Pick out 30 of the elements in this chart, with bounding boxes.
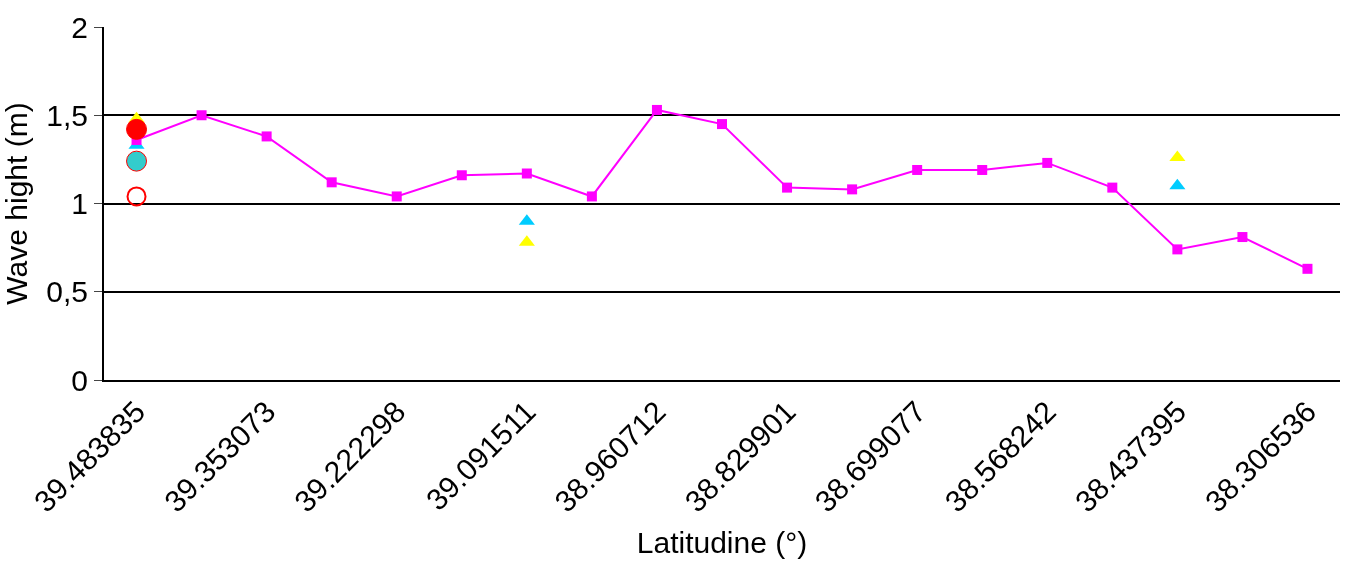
point <box>717 119 727 130</box>
point <box>261 131 272 142</box>
point <box>912 164 923 175</box>
point <box>1169 150 1186 162</box>
point <box>586 191 597 202</box>
point <box>651 104 662 115</box>
point <box>126 118 148 140</box>
y-axis-title: Wave hight (m) <box>0 102 33 305</box>
y-tick-label: 2 <box>71 10 88 44</box>
point <box>1237 232 1248 243</box>
point <box>977 164 988 175</box>
point <box>1042 157 1053 168</box>
point <box>521 168 532 179</box>
y-tick-label: 1 <box>71 187 88 220</box>
point <box>326 177 337 188</box>
point <box>1169 178 1186 190</box>
point <box>1172 244 1183 255</box>
point <box>782 182 793 193</box>
point <box>391 191 402 202</box>
y-tick-label: 0,5 <box>46 275 88 309</box>
y-tick-label: 0 <box>71 363 88 397</box>
x-axis-title: Latitudine (°) <box>636 526 808 560</box>
point <box>1107 182 1118 193</box>
point <box>1302 263 1313 274</box>
point <box>126 186 147 207</box>
y-tick-label: 1,5 <box>46 98 88 132</box>
point <box>847 184 858 195</box>
point <box>456 170 467 181</box>
point <box>126 150 148 172</box>
point <box>196 110 207 121</box>
